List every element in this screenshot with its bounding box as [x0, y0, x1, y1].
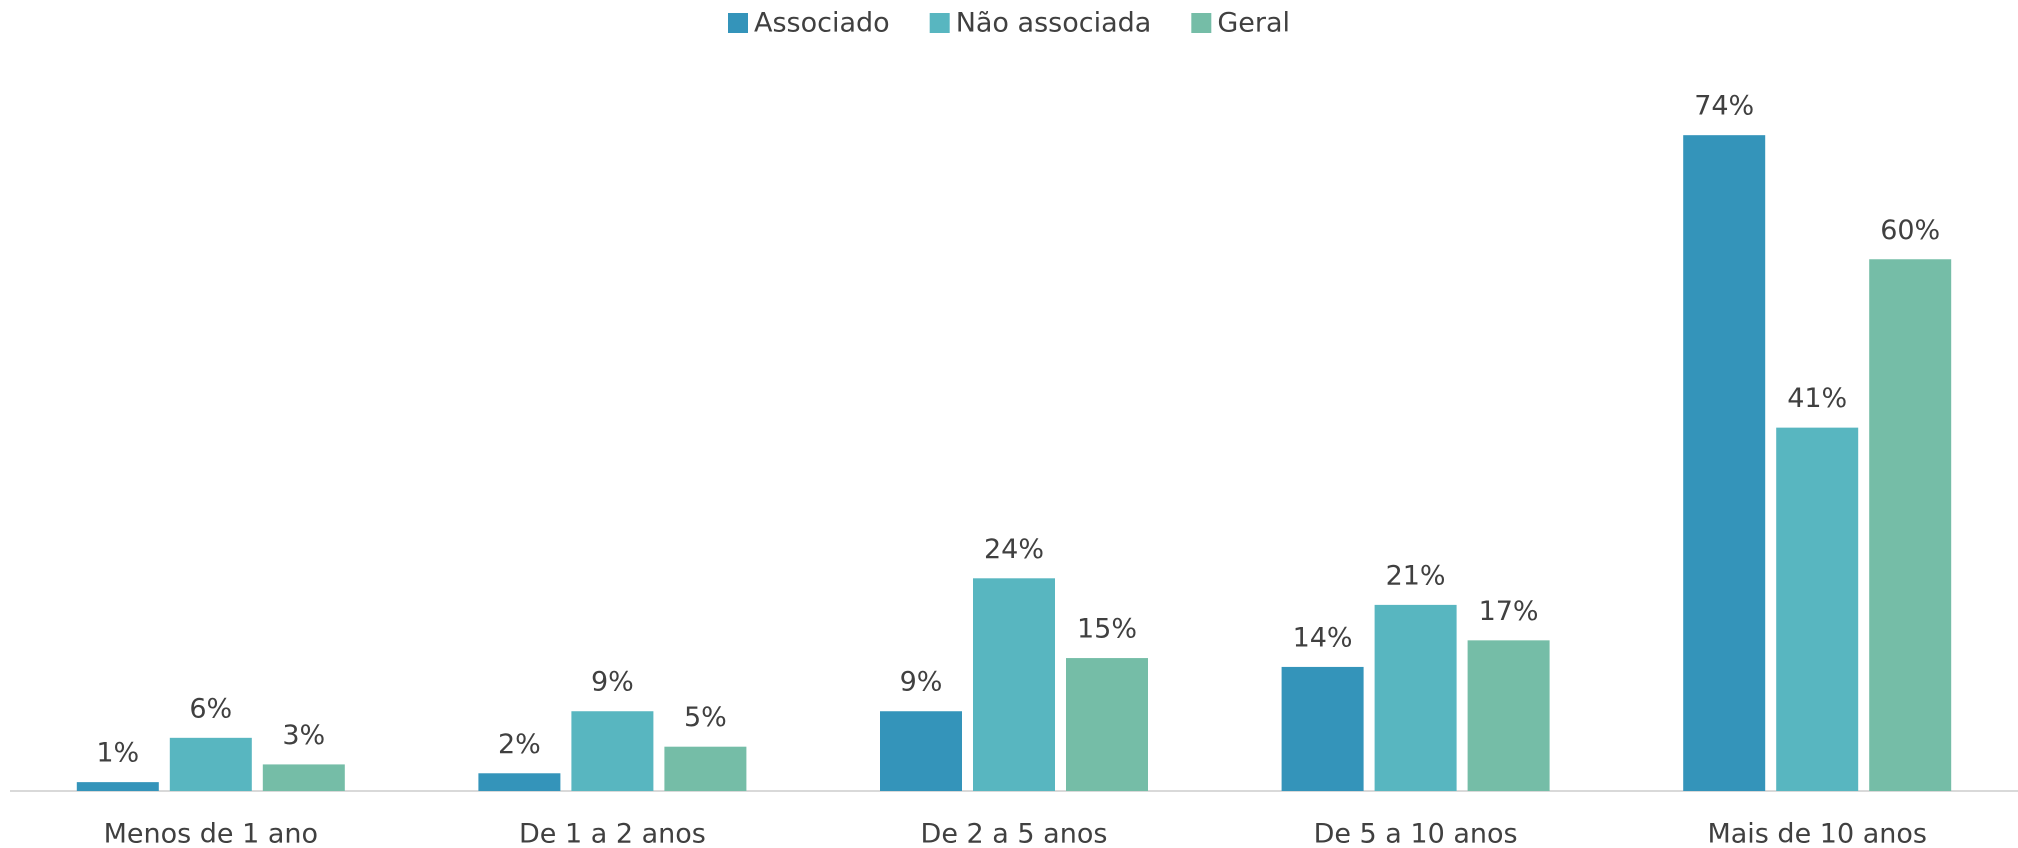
bar	[1066, 658, 1148, 791]
legend-label: Não associada	[956, 8, 1152, 39]
data-label: 1%	[96, 738, 139, 769]
legend-label: Geral	[1217, 8, 1290, 39]
x-tick-label: De 1 a 2 anos	[519, 819, 706, 848]
data-label: 41%	[1787, 383, 1847, 414]
legend-swatch	[929, 13, 950, 33]
data-label: 17%	[1479, 596, 1539, 627]
data-label: 3%	[282, 720, 325, 751]
data-label: 6%	[189, 693, 232, 724]
bar	[1374, 604, 1457, 791]
bar	[169, 737, 252, 791]
legend-swatch	[728, 13, 748, 33]
data-label: 2%	[498, 729, 541, 760]
x-tick-label: De 5 a 10 anos	[1314, 819, 1518, 848]
bar	[76, 782, 159, 791]
bar	[1281, 666, 1364, 791]
data-label: 15%	[1077, 614, 1137, 645]
bar	[664, 746, 747, 791]
legend-label: Associado	[754, 8, 890, 39]
bar	[1683, 135, 1766, 792]
data-label: 9%	[591, 667, 634, 698]
x-tick-label: De 2 a 5 anos	[921, 819, 1108, 848]
bar	[973, 578, 1055, 791]
data-label: 9%	[900, 667, 943, 698]
bar	[262, 764, 345, 791]
data-label: 21%	[1386, 560, 1446, 591]
data-label: 60%	[1880, 215, 1940, 246]
bar	[1467, 640, 1550, 791]
bar	[1776, 427, 1859, 791]
x-tick-label: Menos de 1 ano	[104, 819, 318, 848]
data-label: 74%	[1694, 91, 1754, 122]
x-tick-label: Mais de 10 anos	[1707, 819, 1927, 848]
data-label: 24%	[984, 534, 1044, 565]
data-label: 5%	[684, 702, 727, 733]
legend-swatch	[1191, 13, 1212, 33]
data-label: 14%	[1293, 622, 1353, 653]
bar	[478, 773, 561, 791]
bar	[571, 711, 654, 791]
bar	[1869, 259, 1952, 791]
bar	[880, 711, 962, 791]
